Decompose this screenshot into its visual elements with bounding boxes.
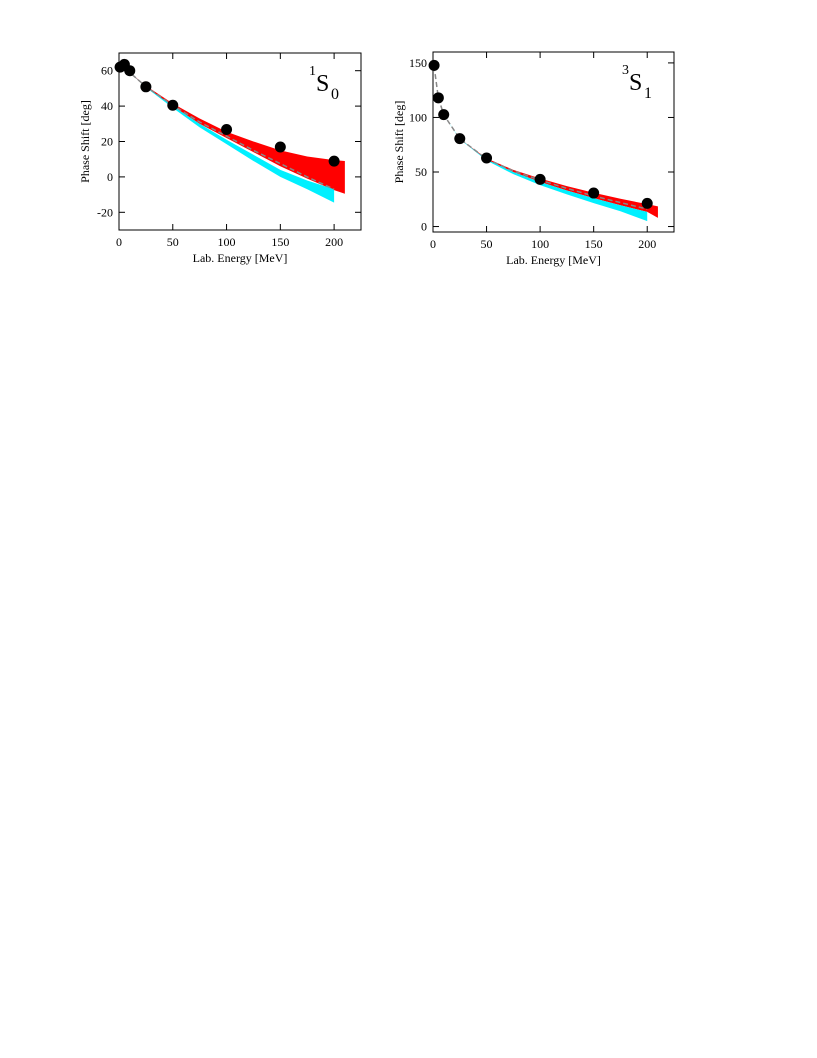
y-tick-label: 150 bbox=[409, 56, 427, 70]
y-tick-label: 100 bbox=[409, 110, 427, 124]
x-axis-label: Lab. Energy [MeV] bbox=[193, 251, 288, 265]
x-tick-label: 200 bbox=[638, 237, 656, 251]
annotation-subscript: 1 bbox=[644, 85, 652, 102]
annotation: S bbox=[316, 71, 329, 97]
line bbox=[119, 64, 335, 190]
x-axis-label: Lab. Energy [MeV] bbox=[506, 253, 601, 267]
band bbox=[434, 66, 658, 218]
data-point bbox=[328, 155, 340, 167]
data-point bbox=[124, 65, 136, 77]
x-tick-label: 150 bbox=[585, 237, 603, 251]
annotation: S bbox=[629, 70, 642, 96]
band bbox=[119, 65, 345, 194]
data-point bbox=[274, 141, 286, 153]
plot-area bbox=[119, 64, 345, 203]
band bbox=[119, 65, 335, 203]
y-axis-label: Phase Shift [deg] bbox=[78, 100, 92, 183]
y-tick-label: 40 bbox=[101, 99, 113, 113]
line bbox=[433, 66, 648, 210]
x-tick-label: 150 bbox=[271, 235, 289, 249]
data-point bbox=[140, 81, 152, 93]
x-tick-label: 50 bbox=[481, 237, 493, 251]
annotation-superscript: 1 bbox=[309, 64, 316, 79]
x-tick-label: 0 bbox=[430, 237, 436, 251]
x-tick-label: 0 bbox=[116, 235, 122, 249]
x-tick-label: 100 bbox=[218, 235, 236, 249]
data-point bbox=[221, 123, 233, 135]
data-point bbox=[588, 187, 600, 199]
y-tick-label: 20 bbox=[101, 135, 113, 149]
plot-frame bbox=[432, 51, 675, 233]
annotation-superscript: 3 bbox=[622, 63, 629, 78]
chart-panel: 0 50 100 150 200 0 50 100 150 Lab. Energy [MeV] Ph… bbox=[392, 51, 675, 267]
data-point bbox=[432, 92, 444, 104]
data-point bbox=[641, 197, 653, 209]
x-tick-label: 50 bbox=[167, 235, 179, 249]
data-point bbox=[438, 109, 450, 121]
y-tick-label: 0 bbox=[421, 220, 427, 234]
data-point bbox=[167, 99, 179, 111]
y-tick-label: 50 bbox=[415, 165, 427, 179]
chart-panel: 0 50 100 150 200 -20 0 20 40 60 Lab. Energy [MeV] P… bbox=[78, 52, 362, 265]
plot-area bbox=[433, 66, 658, 222]
data-point bbox=[534, 173, 546, 185]
y-tick-label: 0 bbox=[107, 170, 113, 184]
x-tick-label: 200 bbox=[325, 235, 343, 249]
y-axis-label: Phase Shift [deg] bbox=[392, 101, 406, 184]
data-point bbox=[481, 152, 493, 164]
y-tick-label: 60 bbox=[101, 64, 113, 78]
y-tick-label: -20 bbox=[97, 205, 113, 219]
x-tick-label: 100 bbox=[531, 237, 549, 251]
data-point bbox=[428, 59, 440, 71]
annotation-subscript: 0 bbox=[331, 86, 339, 103]
data-point bbox=[454, 133, 466, 145]
